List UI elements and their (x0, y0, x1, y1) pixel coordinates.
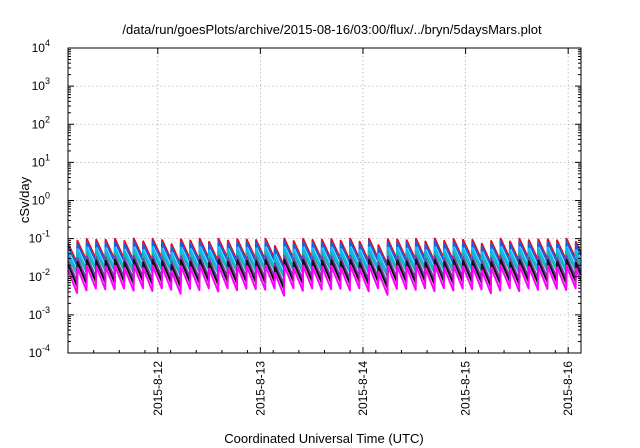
series-line (67, 250, 582, 279)
y-tick-label: 10-4 (29, 343, 50, 360)
series-line (67, 258, 582, 290)
series-line (67, 246, 582, 276)
y-axis-label: cSv/day (17, 176, 32, 223)
series-line (67, 264, 582, 297)
x-tick-label: 2015-8-15 (459, 361, 473, 416)
series-line (67, 255, 582, 286)
series-line (67, 237, 582, 267)
y-tick-label: 104 (32, 38, 50, 55)
y-tick-label: 10-1 (29, 229, 50, 246)
y-axis: 10-4 10-3 10-2 10-1 100 101 102 103 104 (29, 38, 581, 360)
y-tick-label: 103 (32, 76, 50, 93)
x-tick-label: 2015-8-16 (561, 361, 575, 416)
series-line (67, 240, 582, 270)
y-tick-label: 100 (32, 191, 50, 208)
grid (68, 48, 581, 353)
x-tick-label: 2015-8-12 (151, 361, 165, 416)
series-group (67, 237, 582, 297)
y-tick-label: 10-3 (29, 305, 50, 322)
x-axis-label: Coordinated Universal Time (UTC) (224, 431, 423, 446)
x-tick-label: 2015-8-14 (356, 361, 370, 416)
y-tick-label: 101 (32, 152, 50, 169)
x-tick-label: 2015-8-13 (253, 361, 267, 416)
x-axis: 2015-8-12 2015-8-13 2015-8-14 2015-8-15 2015… (67, 48, 582, 416)
y-tick-label: 102 (32, 114, 50, 131)
y-tick-label: 10-2 (29, 267, 50, 284)
chart-title: /data/run/goesPlots/archive/2015-08-16/0… (122, 22, 542, 37)
